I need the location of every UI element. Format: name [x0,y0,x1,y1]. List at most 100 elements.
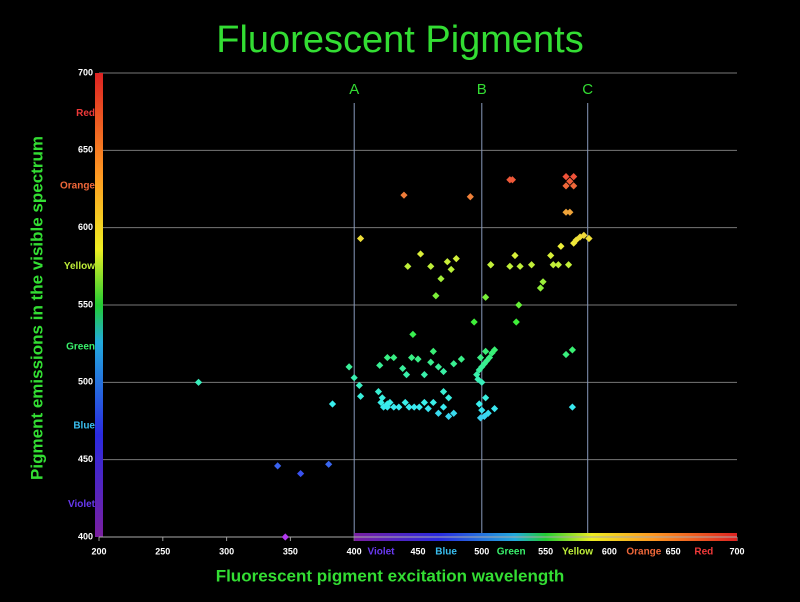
data-point [404,262,412,270]
data-point [568,403,576,411]
data-point [450,409,458,417]
data-point [457,355,465,363]
data-point [383,403,391,411]
data-point [420,371,428,379]
annotation-label: B [477,81,487,98]
data-point [432,292,440,300]
data-point [390,403,398,411]
x-axis-label: Fluorescent pigment excitation wavelengt… [216,566,565,585]
data-point [443,258,451,266]
data-point [450,360,458,368]
data-point [508,176,517,184]
data-point [466,193,474,201]
y-tick-label: 450 [78,454,93,464]
data-point [473,371,481,379]
data-point [539,278,547,286]
data-point [356,234,365,243]
data-point [429,398,437,407]
data-point [409,330,417,338]
data-point [487,261,495,269]
data-point [480,412,488,420]
data-point [429,347,437,355]
data-point [395,403,403,411]
data-point [554,261,562,269]
data-point [374,388,383,396]
data-point [325,460,333,468]
chart-title: Fluorescent Pigments [216,19,584,61]
x-tick-label: 700 [729,546,744,556]
data-point [274,462,282,470]
data-point [401,398,409,407]
x-tick-label: 350 [283,546,298,556]
annotation-label: C [582,81,593,98]
data-point [570,173,578,181]
data-point [405,403,413,411]
y-spectrum-bar [95,73,103,537]
data-point [566,208,574,216]
data-point [474,375,482,383]
data-point [475,400,483,408]
data-point [562,182,570,190]
data-point [415,403,423,411]
data-point [566,177,574,185]
x-tick-label: 500 [474,546,489,556]
data-point [570,182,578,190]
data-point [482,347,490,355]
data-point [355,381,363,390]
y-tick-label: 700 [78,67,93,77]
y-spectrum-label: Blue [73,420,95,431]
y-tick-label: 400 [78,531,93,541]
y-spectrum-label: Yellow [64,261,95,272]
data-point [585,234,593,243]
data-point [511,251,519,260]
data-point [516,262,524,270]
y-spectrum-label: Violet [68,499,96,510]
data-point [515,301,523,309]
y-tick-label: 600 [78,222,93,232]
data-point [383,353,391,362]
y-spectrum-label: Orange [60,181,95,192]
data-point [568,346,576,354]
data-point [527,261,536,269]
data-point [562,208,570,216]
data-point [376,361,384,369]
data-point [390,353,398,362]
data-point [399,364,407,373]
data-point [408,353,416,362]
data-point [386,398,394,407]
data-point [281,533,289,541]
data-point [480,360,488,368]
data-point [478,363,486,371]
data-point [297,469,305,478]
y-tick-label: 550 [78,299,93,309]
data-point [490,346,499,354]
data-point [420,398,428,407]
data-point [427,358,435,366]
data-point [580,231,588,239]
data-point [547,251,555,260]
x-tick-label: 550 [538,546,553,556]
x-spectrum-label: Blue [435,547,457,558]
data-point [478,378,486,386]
y-tick-label: 500 [78,377,93,387]
x-spectrum-label: Green [497,547,526,558]
x-spectrum-label: Violet [367,547,395,558]
data-point [562,173,570,181]
data-point [476,414,485,422]
data-point [562,350,570,359]
data-point [350,374,358,382]
data-point [416,250,425,258]
data-point [470,318,478,326]
y-spectrum-label: Red [76,108,95,119]
x-spectrum-label: Orange [626,547,661,558]
data-point [427,262,435,270]
data-point [512,318,520,326]
data-point [379,403,388,411]
data-point [536,284,545,292]
annotation-label: A [349,81,359,98]
x-tick-label: 650 [666,546,681,556]
data-point [490,405,499,413]
x-tick-label: 400 [347,546,362,556]
